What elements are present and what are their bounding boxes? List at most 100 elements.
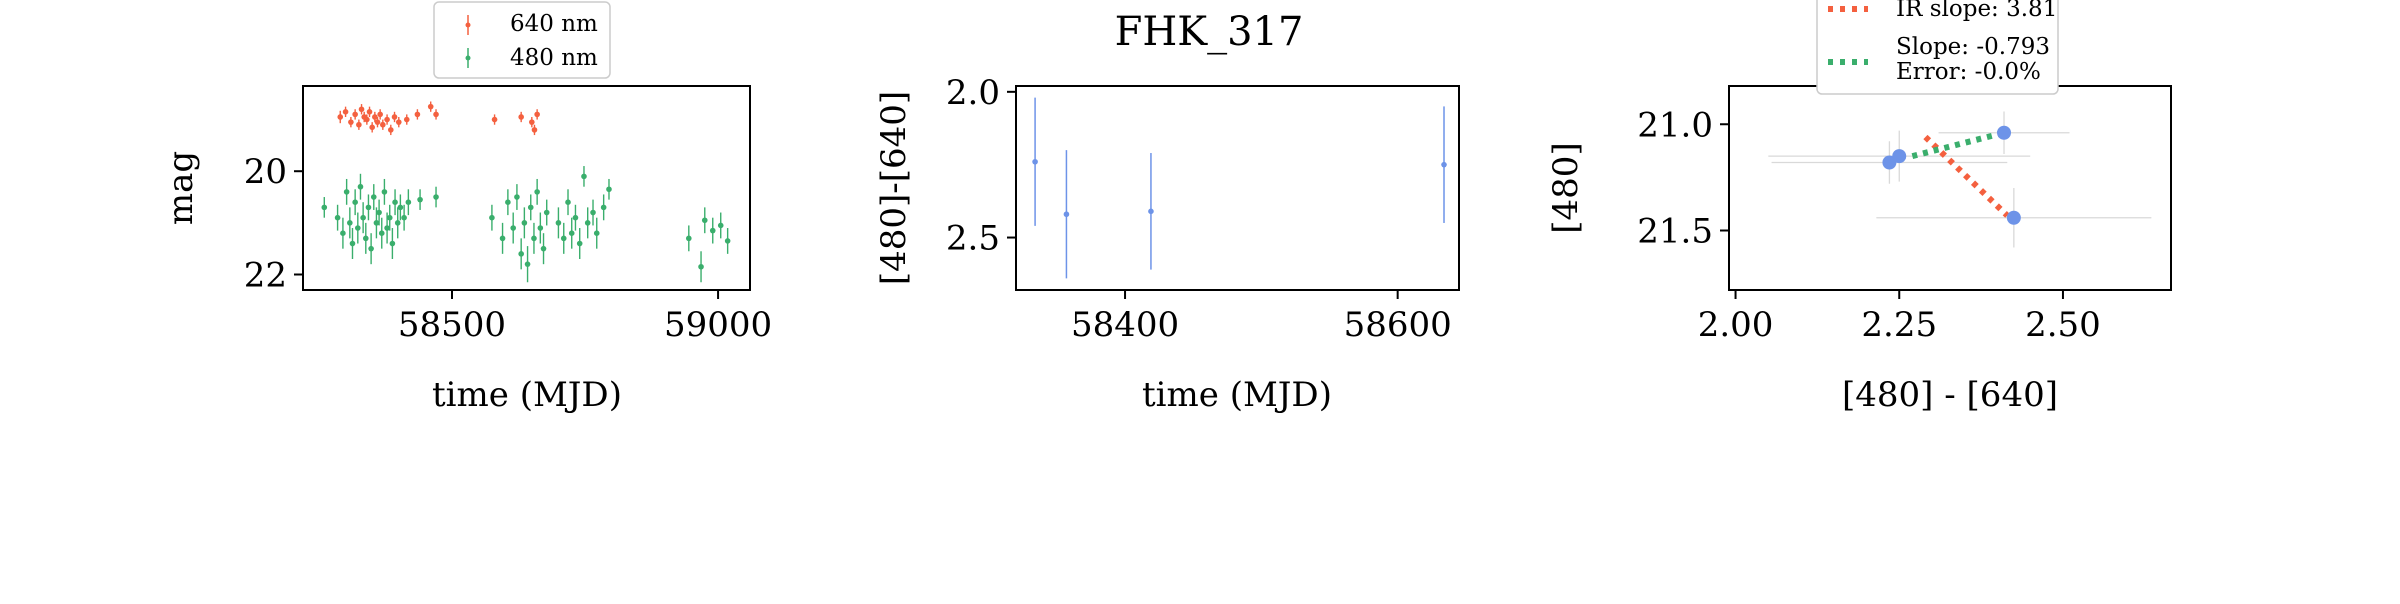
point-480 [565, 199, 571, 206]
point-640 [374, 119, 381, 125]
point-480 [370, 194, 377, 200]
cmd-xtick-label: 2.25 [1861, 305, 1937, 345]
point-480 [505, 199, 511, 206]
point-480 [717, 222, 724, 229]
point-480 [347, 220, 353, 226]
cmd-point [1892, 149, 1907, 164]
point-480 [357, 183, 364, 190]
point-480 [368, 245, 374, 252]
point-640 [491, 116, 498, 123]
slope-fit-line [1911, 129, 2005, 160]
point-480 [593, 230, 600, 236]
cmd-legend: IR slope: 3.81 Slope: -0.793 Error: -0.0… [1816, 0, 2059, 95]
point-640 [380, 121, 386, 128]
point-640 [369, 124, 375, 131]
lightcurve-axes-frame [302, 85, 751, 291]
point-640 [433, 111, 439, 118]
figure-title: FHK_317 [1115, 9, 1304, 55]
legend-label-480: 480 nm [510, 45, 598, 71]
point-480 [349, 240, 356, 247]
point-640 [395, 119, 402, 125]
color-time-ytick-label: 2.5 [946, 219, 1000, 259]
point-480 [397, 204, 404, 211]
point-480 [362, 235, 369, 242]
cmd-legend-box [1816, 0, 2059, 95]
color-point [1032, 158, 1038, 165]
color-time-ylabel: [480]-[640] [874, 91, 914, 285]
point-640 [366, 109, 373, 115]
point-480 [381, 189, 388, 195]
lightcurve-legend: 640 nm 480 nm [433, 1, 611, 79]
lightcurve-ticks: 58500 59000 20 22 [244, 152, 772, 345]
point-480 [378, 230, 385, 236]
color-point [1441, 161, 1447, 168]
legend-marker-640 [465, 15, 471, 35]
point-480 [360, 214, 366, 221]
point-640 [384, 116, 390, 123]
point-480 [543, 209, 550, 216]
point-640 [372, 114, 378, 120]
legend-ir-slope-label: IR slope: 3.81 [1896, 0, 2057, 22]
point-640 [391, 114, 398, 120]
point-640 [352, 111, 358, 118]
point-480 [352, 199, 358, 206]
point-480 [340, 230, 346, 236]
color-point [1148, 208, 1154, 215]
color-time-ticks: 58400 58600 2.0 2.5 [946, 73, 1452, 345]
cmd-xtick-label: 2.50 [2025, 305, 2101, 345]
point-480 [518, 251, 524, 257]
legend-slope-label: Slope: -0.793 [1896, 34, 2050, 60]
color-time-marks [1032, 97, 1447, 279]
point-480 [600, 204, 607, 211]
point-480 [524, 261, 531, 267]
point-480 [686, 235, 692, 242]
point-480 [537, 225, 544, 231]
point-640 [529, 119, 535, 125]
cmd-ylabel: [480] [1546, 142, 1586, 233]
point-480 [405, 199, 412, 206]
point-480 [527, 204, 534, 211]
point-640 [358, 106, 365, 113]
lightcurve-legend-box [433, 1, 611, 79]
lightcurve-ylabel: mag [161, 151, 201, 225]
point-480 [698, 263, 704, 270]
cmd-point [1997, 125, 2012, 140]
point-480 [489, 214, 495, 221]
legend-marker-480 [465, 48, 471, 68]
point-640 [388, 127, 394, 133]
lightcurve-xlabel: time (MJD) [432, 375, 622, 415]
point-480 [572, 214, 579, 221]
point-640 [534, 111, 540, 118]
cmd-ticks: 2.00 2.25 2.50 21.0 21.5 [1637, 105, 2101, 345]
cmd-xlabel: [480] - [640] [1842, 375, 2058, 415]
point-640 [427, 103, 434, 110]
point-480 [417, 196, 423, 203]
point-480 [384, 225, 390, 231]
point-480 [373, 220, 380, 226]
legend-error-label: Error: -0.0% [1896, 59, 2041, 85]
point-480 [321, 204, 328, 211]
point-640 [377, 111, 383, 118]
point-640 [518, 114, 524, 120]
point-480 [709, 227, 716, 234]
point-480 [560, 235, 567, 242]
color-time-axes-frame [1015, 85, 1460, 291]
point-640 [403, 116, 410, 123]
cmd-xtick-label: 2.00 [1698, 305, 1774, 345]
point-480 [534, 189, 540, 195]
ir-slope-fit-line [1923, 134, 2010, 218]
point-480 [540, 245, 547, 252]
point-480 [389, 240, 396, 247]
point-480 [392, 199, 398, 206]
point-480 [584, 220, 591, 226]
cmd-axes-frame [1728, 85, 2172, 291]
point-480 [386, 214, 393, 221]
point-480 [568, 230, 575, 236]
point-480 [376, 209, 382, 216]
color-time-xlabel: time (MJD) [1142, 375, 1332, 415]
point-480 [606, 186, 612, 193]
point-480 [499, 235, 506, 242]
lightcurve-xtick-label: 58500 [398, 305, 506, 345]
cmd-ytick-label: 21.0 [1637, 105, 1713, 145]
